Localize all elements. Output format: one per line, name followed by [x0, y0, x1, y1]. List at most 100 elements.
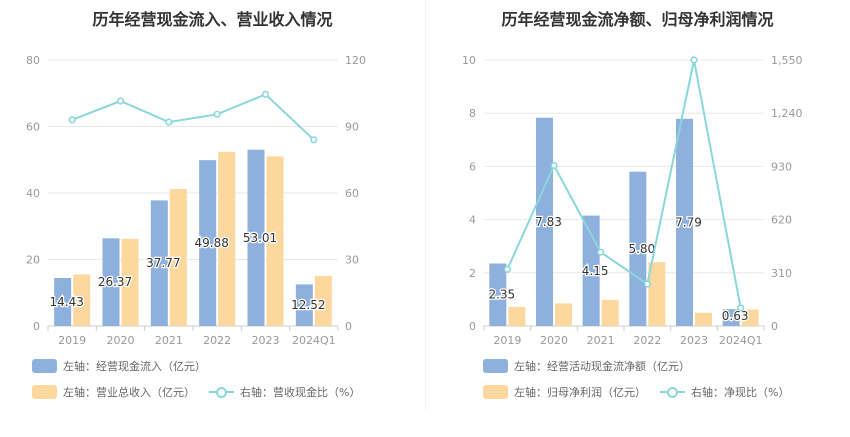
legend-swatch: [32, 359, 57, 373]
y-right-tick-label: 0: [771, 320, 778, 333]
ratio-point: [597, 248, 605, 256]
bar-secondary: [555, 303, 572, 326]
legend-item-net-profit[interactable]: 左轴：归母净利润（亿元）: [483, 384, 646, 400]
ratio-point: [643, 280, 651, 288]
x-tick-label: 2019: [58, 334, 86, 347]
bar-secondary: [508, 306, 526, 326]
legend-item-cash-inflow[interactable]: 左轴：经营现金流入（亿元）: [32, 358, 206, 374]
bar-data-label: 7.83: [535, 215, 562, 229]
bar-primary: [54, 278, 72, 326]
y-right-tick-label: 1,240: [771, 107, 803, 120]
ratio-point: [550, 161, 558, 170]
x-tick-label: 2023: [680, 334, 708, 347]
ratio-line: [71, 93, 315, 141]
bar-data-label: 2.35: [488, 288, 515, 302]
legend-label: 左轴：经营现金流入（亿元）: [63, 360, 206, 373]
legend-item-net-cash-ratio[interactable]: 右轴：净现比（%）: [660, 384, 789, 400]
bar-secondary: [266, 156, 284, 326]
y-right-tick-label: 120: [345, 54, 366, 67]
bar-secondary: [73, 274, 91, 326]
x-tick-label: 2021: [155, 334, 183, 347]
y-right-tick-label: 310: [771, 267, 792, 280]
y-left-tick-label: 10: [462, 54, 476, 67]
ratio-point: [261, 90, 270, 98]
legend-label: 右轴：营收现金比（%）: [240, 386, 361, 399]
bar-secondary: [648, 262, 666, 326]
y-left-tick-label: 40: [26, 187, 40, 200]
ratio-line: [506, 59, 742, 309]
legend-line-icon: [660, 385, 685, 399]
x-tick-label: 2024Q1: [292, 334, 336, 347]
bar-primary: [247, 149, 265, 326]
legend-label: 右轴：净现比（%）: [691, 386, 790, 399]
legend-row-2: 左轴：营业总收入（亿元） 右轴：营收现金比（%）: [32, 384, 374, 400]
bar-primary: [722, 309, 740, 326]
bar-secondary: [314, 276, 332, 326]
x-tick-label: 2022: [203, 334, 231, 347]
ratio-point: [690, 56, 698, 64]
y-right-tick-label: 30: [345, 254, 359, 267]
legend-item-net-cash[interactable]: 左轴：经营活动现金流净额（亿元）: [483, 358, 690, 374]
legend-row-1: 左轴：经营现金流入（亿元）: [32, 358, 220, 374]
bar-secondary: [741, 309, 759, 326]
legend-item-revenue[interactable]: 左轴：营业总收入（亿元）: [32, 384, 195, 400]
legend-swatch: [483, 359, 508, 373]
x-tick-label: 2020: [540, 334, 568, 347]
bar-primary: [629, 171, 647, 326]
legend-swatch: [483, 385, 508, 399]
bar-data-label: 4.15: [582, 264, 609, 278]
bar-primary: [199, 160, 217, 326]
x-tick-label: 2019: [493, 334, 521, 347]
legend-swatch: [32, 385, 57, 399]
y-left-tick-label: 2: [469, 267, 476, 280]
y-right-tick-label: 60: [345, 187, 359, 200]
y-right-tick-label: 930: [771, 160, 792, 173]
chart-panel-netcash-profit: 历年经营现金流净额、归母净利润情况 0 2 4 6 8 10 0 310 620 930 1,240…: [425, 0, 850, 437]
y-left-tick-label: 0: [33, 320, 40, 333]
legend-label: 左轴：经营活动现金流净额（亿元）: [514, 360, 690, 373]
bar-data-label: 5.80: [628, 242, 655, 256]
ratio-point: [213, 110, 221, 118]
chart-title: 历年经营现金流净额、归母净利润情况: [501, 10, 774, 29]
chart-title: 历年经营现金流入、营业收入情况: [92, 10, 333, 29]
ratio-point: [116, 97, 125, 105]
y-right-tick-label: 0: [345, 320, 352, 333]
y-right-tick-label: 90: [345, 121, 359, 134]
ratio-point: [68, 116, 76, 124]
x-tick-label: 2021: [587, 334, 615, 347]
x-tick-label: 2020: [107, 334, 135, 347]
legend-line-icon: [209, 385, 234, 399]
bar-secondary: [218, 151, 236, 326]
bar-data-label: 53.01: [243, 231, 277, 245]
x-tick-label: 2023: [252, 334, 280, 347]
legend-item-cash-ratio[interactable]: 右轴：营收现金比（%）: [209, 384, 360, 400]
legend-label: 左轴：归母净利润（亿元）: [514, 386, 646, 399]
legend-row-1: 左轴：经营活动现金流净额（亿元）: [483, 358, 704, 374]
y-left-tick-label: 60: [26, 121, 40, 134]
bar-primary: [676, 118, 693, 326]
x-tick-label: 2022: [633, 334, 661, 347]
y-left-tick-label: 80: [26, 54, 40, 67]
bar-data-label: 49.88: [194, 236, 228, 250]
chart-canvas: 0 20 40 60 80 0 30 60 90 120 2019 2020 2021 2022 2023 2…: [26, 54, 366, 347]
bar-primary: [102, 238, 120, 326]
legend-row-2: 左轴：归母净利润（亿元） 右轴：净现比（%）: [483, 384, 803, 400]
y-left-tick-label: 6: [469, 160, 476, 173]
bar-data-label: 12.52: [291, 298, 325, 312]
bar-data-label: 0.63: [722, 309, 749, 323]
y-left-tick-label: 20: [26, 254, 40, 267]
bar-primary: [536, 117, 553, 326]
bar-data-label: 37.77: [146, 256, 180, 270]
y-right-tick-label: 620: [771, 214, 792, 227]
y-left-tick-label: 0: [469, 320, 476, 333]
ratio-point: [737, 304, 745, 312]
panel-divider: [425, 0, 426, 410]
bar-secondary: [169, 189, 187, 326]
bar-secondary: [601, 299, 619, 326]
ratio-point: [165, 118, 173, 126]
bar-primary: [150, 200, 168, 326]
bar-secondary: [121, 238, 139, 326]
legend-label: 左轴：营业总收入（亿元）: [63, 386, 195, 399]
bar-data-label: 26.37: [98, 275, 132, 289]
bar-secondary: [695, 312, 712, 326]
